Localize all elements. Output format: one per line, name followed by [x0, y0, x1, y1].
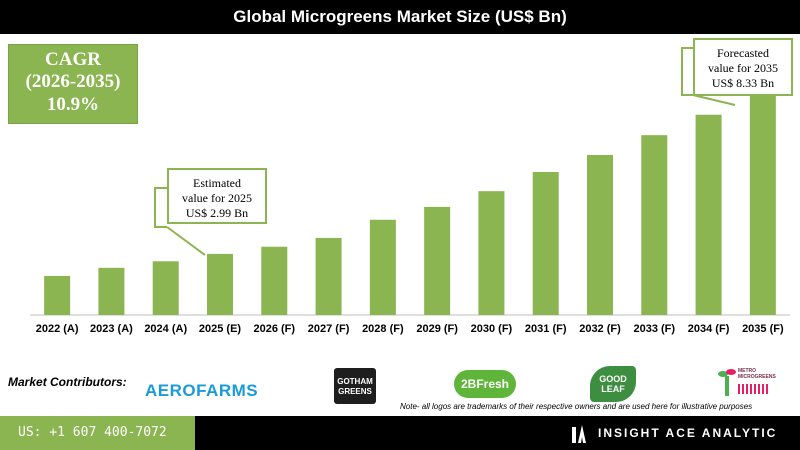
- callout-2035-line3: US$ 8.33 Bn: [711, 76, 775, 90]
- cagr-label: CAGR: [45, 49, 101, 70]
- goodleaf-logo: GOOD LEAF: [590, 366, 636, 402]
- gotham-line1: GOTHAM: [337, 377, 373, 386]
- metro-bar: [738, 384, 768, 394]
- metro-microgreens-logo: METRO MICROGREENS: [718, 366, 776, 398]
- bar-10: [587, 154, 613, 315]
- bar-chart: 2022 (A) 2023 (A) 2024 (A) 2025 (E) 2026 (F)…: [30, 47, 790, 335]
- bar-11: [641, 135, 668, 315]
- x-tick-label-7: 2029 (F): [416, 323, 458, 335]
- x-tick-label-2: 2024 (A): [144, 323, 187, 335]
- x-tick-label-4: 2026 (F): [253, 323, 295, 335]
- callout-2025-line2: value for 2025: [182, 191, 252, 205]
- bar-0: [44, 275, 71, 315]
- x-tick-label-6: 2028 (F): [362, 323, 404, 335]
- bar-2: [152, 261, 179, 315]
- x-tick-label-12: 2034 (F): [688, 323, 730, 335]
- bar-13: [749, 86, 776, 315]
- x-tick-label-3: 2025 (E): [199, 323, 242, 335]
- callout-2025-pointer: [166, 226, 206, 256]
- metro-text: METRO MICROGREENS: [738, 368, 776, 380]
- goodleaf-line1: GOOD: [599, 374, 627, 384]
- callout-2025-connector: [154, 187, 167, 228]
- x-tick-label-5: 2027 (F): [308, 323, 350, 335]
- contributors-label: Market Contributors:: [8, 375, 127, 389]
- chart-title: Global Microgreens Market Size (US$ Bn): [0, 0, 800, 34]
- trademark-note: Note- all logos are trademarks of their …: [400, 402, 753, 411]
- x-tick-label-11: 2033 (F): [633, 323, 675, 335]
- bar-12: [695, 114, 722, 315]
- callout-2025-line1: Estimated: [193, 176, 241, 190]
- callout-2025-line3: US$ 2.99 Bn: [185, 206, 249, 220]
- x-tick-label-13: 2035 (F): [742, 323, 784, 335]
- x-tick-label-8: 2030 (F): [471, 323, 513, 335]
- gotham-line2: GREENS: [338, 387, 372, 396]
- twobfresh-logo: 2BFresh: [454, 370, 516, 398]
- callout-2035: Forecasted value for 2035 US$ 8.33 Bn: [693, 38, 793, 96]
- goodleaf-line2: LEAF: [601, 384, 625, 394]
- bar-1: [98, 267, 125, 315]
- bar-4: [261, 246, 288, 315]
- insight-ace-logo-icon: [572, 425, 586, 443]
- bar-5: [315, 237, 342, 315]
- x-tick-label-1: 2023 (A): [90, 323, 133, 335]
- callout-2035-pointer: [692, 94, 736, 106]
- callout-2035-connector: [681, 47, 693, 96]
- x-tick-label-9: 2031 (F): [525, 323, 567, 335]
- x-tick-label-10: 2032 (F): [579, 323, 621, 335]
- cagr-period: (2026-2035): [25, 71, 121, 92]
- cagr-value: 10.9%: [46, 94, 100, 115]
- bar-7: [424, 206, 451, 315]
- bar-9: [532, 171, 559, 315]
- callout-2035-line2: value for 2035: [708, 61, 778, 75]
- sprout-icon: [718, 369, 736, 396]
- aerofarms-logo: AEROFARMS: [145, 381, 259, 400]
- bar-6: [369, 219, 396, 315]
- callout-2035-line1: Forecasted: [717, 46, 769, 60]
- cagr-box: CAGR (2026-2035) 10.9%: [8, 44, 138, 124]
- x-tick-label-0: 2022 (A): [36, 323, 79, 335]
- callout-2025: Estimated value for 2025 US$ 2.99 Bn: [167, 168, 267, 224]
- bar-3: [207, 253, 233, 315]
- bar-8: [478, 191, 505, 315]
- gotham-greens-logo: GOTHAM GREENS: [334, 368, 376, 404]
- brand-name: INSIGHT ACE ANALYTIC: [598, 426, 778, 440]
- phone-number[interactable]: US: +1 607 400-7072: [0, 416, 195, 450]
